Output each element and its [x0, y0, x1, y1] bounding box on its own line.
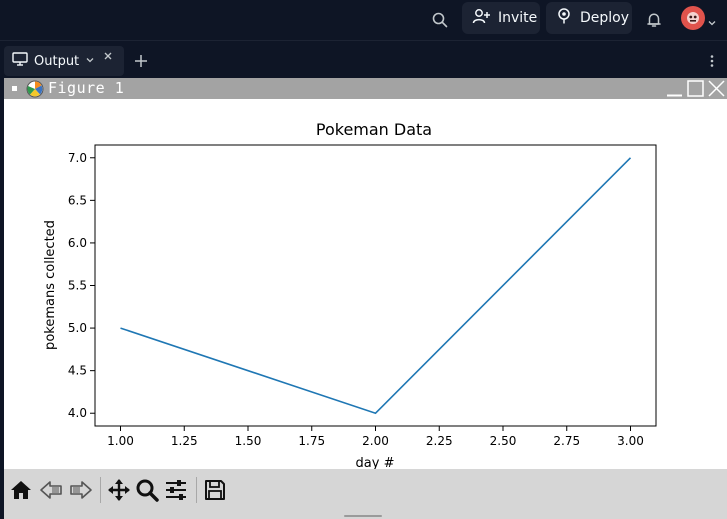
series-line — [120, 157, 632, 415]
y-tick-label: 5.5 — [68, 279, 87, 293]
bell-icon[interactable] — [642, 8, 666, 32]
y-tick-label: 7.0 — [68, 151, 87, 165]
chart-title: Pokeman Data — [316, 120, 432, 139]
configure-icon[interactable] — [163, 477, 189, 503]
invite-button[interactable]: Invite — [462, 2, 540, 34]
x-tick-label: 2.00 — [362, 434, 389, 448]
x-axis-label: day # — [356, 456, 395, 469]
deploy-label: Deploy — [580, 10, 630, 26]
tab-output[interactable]: Output — [4, 46, 124, 76]
forward-icon[interactable] — [68, 477, 94, 503]
close-icon[interactable] — [707, 79, 726, 98]
search-icon[interactable] — [428, 8, 452, 32]
y-axis-label: pokemans collected — [43, 220, 58, 350]
invite-label: Invite — [498, 10, 538, 26]
toolbar-divider — [100, 477, 101, 503]
y-tick-label: 6.5 — [68, 193, 87, 207]
x-axis-ticks: 1.00 1.25 1.50 1.75 2.00 2.25 2.50 2.75 3.00 — [107, 426, 644, 448]
plot-canvas[interactable]: Pokeman Data 1.00 1.25 1.50 1.75 2.00 2.25 2.5… — [4, 99, 727, 471]
home-icon[interactable] — [8, 477, 34, 503]
figure-title: Figure 1 — [48, 79, 125, 97]
y-tick-label: 4.5 — [68, 364, 87, 378]
x-tick-label: 1.25 — [171, 434, 198, 448]
matplotlib-logo-icon — [26, 80, 44, 98]
x-tick-label: 1.00 — [107, 434, 134, 448]
figure-window: Figure 1 Pokeman Data 1.00 1.25 1.50 1.75 2.… — [4, 78, 727, 519]
deploy-icon — [556, 8, 572, 28]
zoom-icon[interactable] — [134, 477, 160, 503]
avatar[interactable] — [681, 6, 705, 30]
x-tick-label: 2.75 — [553, 434, 580, 448]
save-icon[interactable] — [202, 477, 228, 503]
add-user-icon — [472, 8, 490, 28]
line-chart: Pokeman Data 1.00 1.25 1.50 1.75 2.00 2.25 2.5… — [43, 120, 657, 471]
resize-handle[interactable] — [344, 515, 382, 517]
monitor-icon — [12, 52, 28, 70]
chevron-down-icon[interactable] — [707, 13, 717, 26]
x-tick-label: 3.00 — [617, 434, 644, 448]
tab-bar: Output — [0, 40, 727, 78]
y-tick-label: 6.0 — [68, 236, 87, 250]
toolbar-divider — [196, 477, 197, 503]
axes-frame — [94, 144, 657, 427]
tab-output-label: Output — [34, 53, 80, 69]
y-tick-label: 5.0 — [68, 321, 87, 335]
deploy-button[interactable]: Deploy — [546, 2, 632, 34]
back-icon[interactable] — [38, 477, 64, 503]
more-options-icon[interactable] — [702, 51, 722, 71]
y-axis-ticks: 4.0 4.5 5.0 5.5 6.0 6.5 7.0 — [68, 151, 95, 420]
top-header: Invite Deploy — [0, 0, 727, 40]
x-tick-label: 2.25 — [426, 434, 453, 448]
x-tick-label: 1.75 — [298, 434, 325, 448]
x-tick-label: 1.50 — [235, 434, 262, 448]
window-menu-icon[interactable] — [12, 86, 17, 91]
plot-toolbar — [4, 469, 727, 519]
chevron-down-icon[interactable] — [85, 54, 95, 69]
close-tab-icon[interactable] — [101, 49, 115, 63]
add-tab-icon[interactable] — [131, 51, 151, 71]
maximize-icon[interactable] — [686, 79, 705, 98]
minimize-icon[interactable] — [665, 79, 684, 98]
series-group — [120, 157, 632, 415]
figure-title-bar: Figure 1 — [4, 78, 727, 99]
pan-icon[interactable] — [106, 477, 132, 503]
y-tick-label: 4.0 — [68, 406, 87, 420]
x-tick-label: 2.50 — [490, 434, 517, 448]
